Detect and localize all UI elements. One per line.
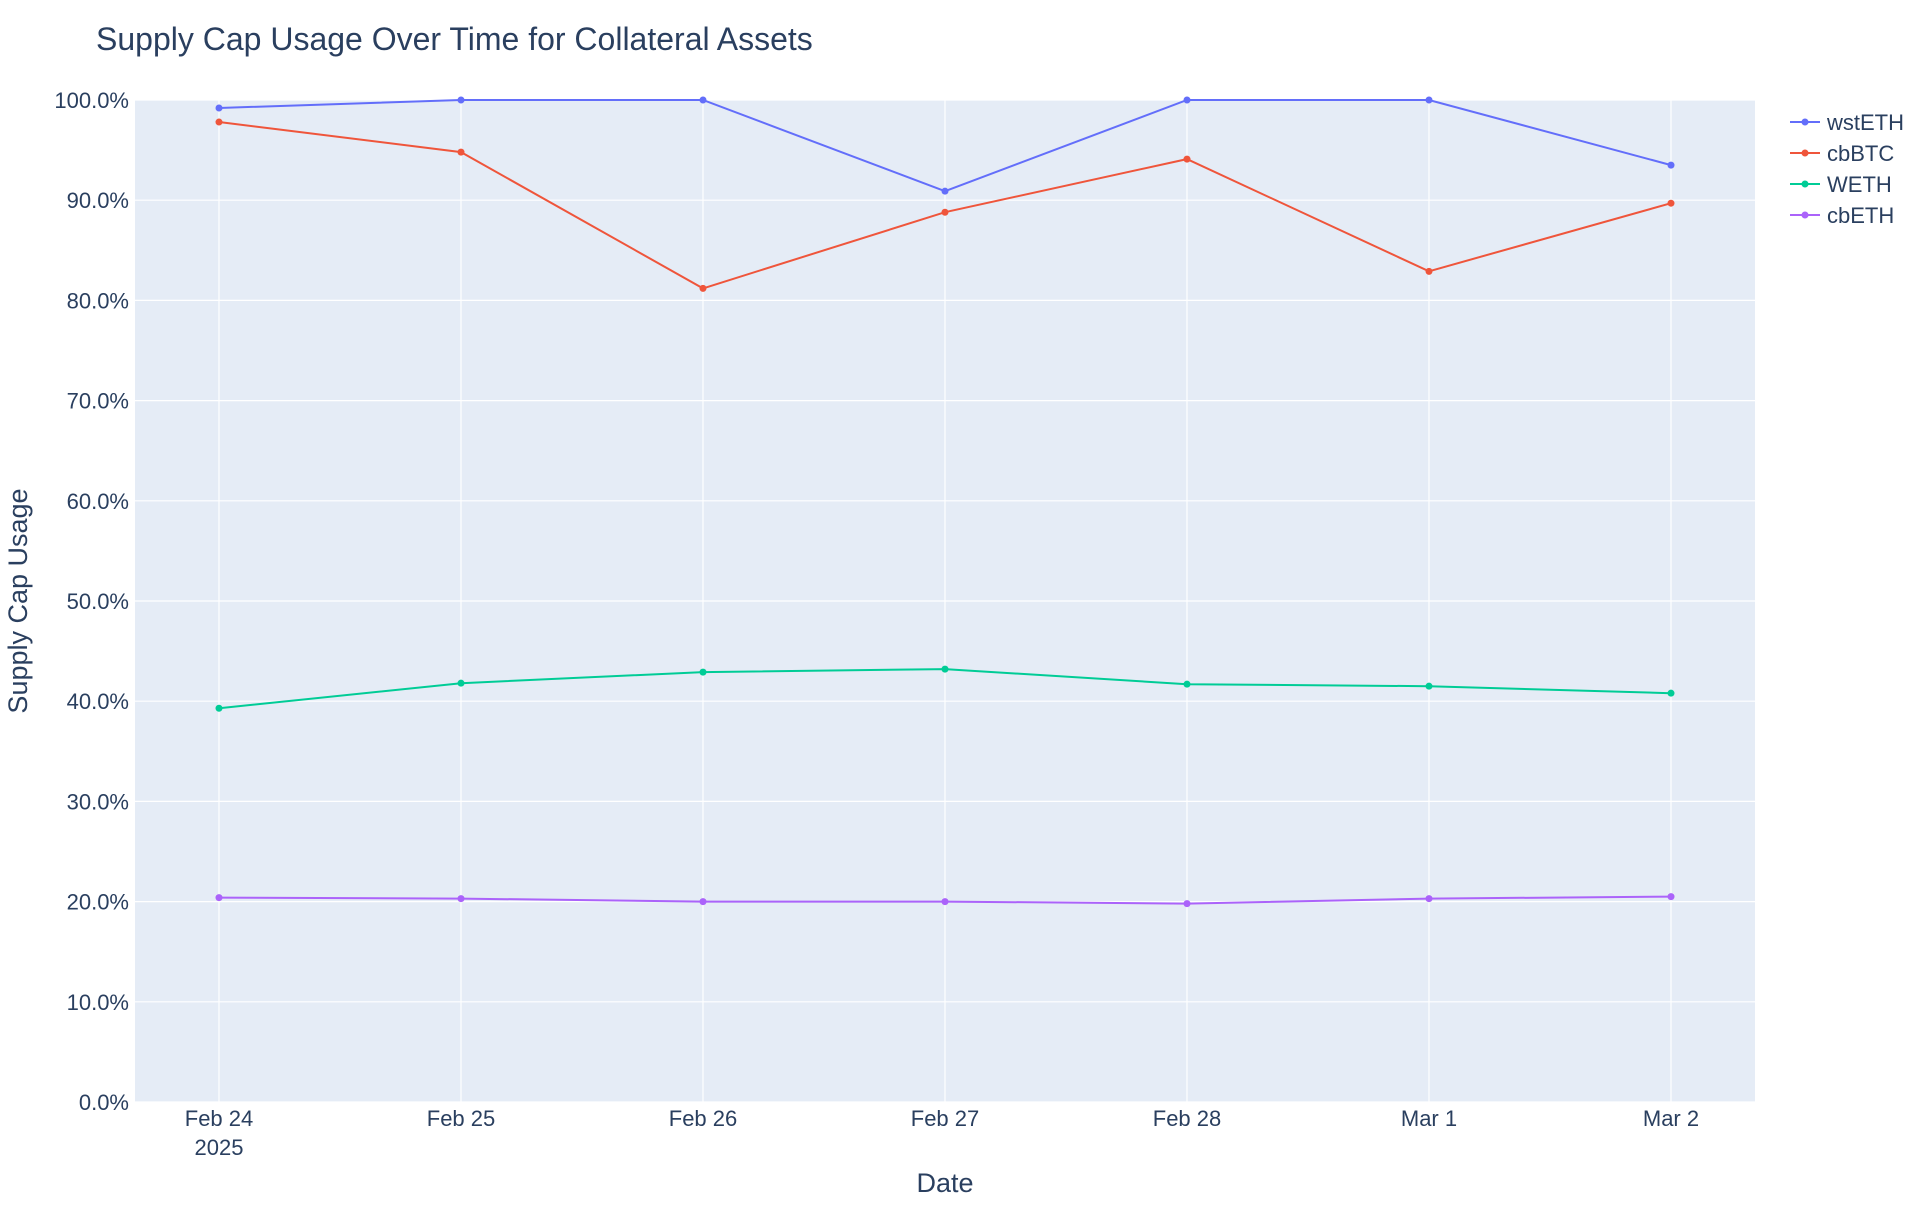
legend-marker: [1801, 180, 1809, 188]
data-point-cbETH: [941, 898, 949, 906]
x-tick-label: Feb 27: [911, 1106, 980, 1131]
data-point-cbETH: [215, 894, 223, 902]
data-point-cbETH: [1667, 893, 1675, 901]
y-tick-label: 30.0%: [67, 789, 129, 814]
y-axis-ticks: 0.0% 10.0% 20.0% 30.0% 40.0% 50.0% 60.0% 70.0% 8…: [54, 88, 129, 1115]
chart-title: Supply Cap Usage Over Time for Collatera…: [96, 21, 813, 57]
data-point-cbBTC: [1425, 267, 1433, 275]
legend-label: WETH: [1827, 172, 1892, 197]
data-point-cbBTC: [1183, 155, 1191, 163]
data-point-wstETH: [1667, 161, 1675, 169]
data-point-WETH: [215, 704, 223, 712]
y-tick-label: 40.0%: [67, 689, 129, 714]
data-point-cbBTC: [457, 148, 465, 156]
data-point-wstETH: [1425, 96, 1433, 104]
data-point-cbBTC: [1667, 199, 1675, 207]
data-point-wstETH: [1183, 96, 1191, 104]
data-point-cbETH: [457, 895, 465, 903]
data-point-WETH: [1183, 680, 1191, 688]
data-point-WETH: [1667, 689, 1675, 697]
data-point-WETH: [699, 668, 707, 676]
x-axis-ticks: Feb 24 2025 Feb 25 Feb 26 Feb 27 Feb 28 Mar 1 M…: [185, 1106, 1699, 1160]
x-tick-label: Feb 26: [669, 1106, 738, 1131]
data-point-cbBTC: [699, 284, 707, 292]
y-tick-label: 70.0%: [67, 389, 129, 414]
legend-label: cbETH: [1827, 203, 1894, 228]
legend-marker: [1801, 211, 1809, 219]
y-tick-label: 20.0%: [67, 890, 129, 915]
legend-label: cbBTC: [1827, 141, 1894, 166]
data-point-WETH: [1425, 682, 1433, 690]
x-tick-label: Feb 24: [185, 1106, 254, 1131]
legend[interactable]: wstETH cbBTC WETH cbETH: [1790, 110, 1904, 228]
data-point-wstETH: [941, 187, 949, 195]
x-tick-label: Mar 2: [1643, 1106, 1699, 1131]
data-point-WETH: [457, 679, 465, 687]
y-tick-label: 10.0%: [67, 990, 129, 1015]
y-tick-label: 80.0%: [67, 288, 129, 313]
data-point-cbETH: [1183, 900, 1191, 908]
y-tick-label: 60.0%: [67, 489, 129, 514]
x-axis-title: Date: [916, 1168, 973, 1198]
legend-item-wstETH[interactable]: wstETH: [1790, 110, 1904, 135]
y-tick-label: 0.0%: [79, 1090, 129, 1115]
data-point-cbBTC: [215, 118, 223, 126]
x-tick-label: Feb 25: [427, 1106, 496, 1131]
series-layer: [215, 96, 1675, 908]
x-tick-label: Mar 1: [1401, 1106, 1457, 1131]
legend-marker: [1801, 149, 1809, 157]
data-point-cbBTC: [941, 208, 949, 216]
legend-item-cbBTC[interactable]: cbBTC: [1790, 141, 1894, 166]
legend-marker: [1801, 118, 1809, 126]
data-point-wstETH: [699, 96, 707, 104]
y-tick-label: 90.0%: [67, 188, 129, 213]
x-tick-year-label: 2025: [195, 1135, 244, 1160]
data-point-WETH: [941, 665, 949, 673]
legend-label: wstETH: [1826, 110, 1904, 135]
data-point-cbETH: [1425, 895, 1433, 903]
x-tick-label: Feb 28: [1153, 1106, 1222, 1131]
data-point-wstETH: [215, 104, 223, 112]
data-point-wstETH: [457, 96, 465, 104]
y-axis-title: Supply Cap Usage: [3, 488, 33, 713]
legend-item-cbETH[interactable]: cbETH: [1790, 203, 1894, 228]
y-tick-label: 50.0%: [67, 589, 129, 614]
legend-item-WETH[interactable]: WETH: [1790, 172, 1892, 197]
y-tick-label: 100.0%: [54, 88, 129, 113]
data-point-cbETH: [699, 898, 707, 906]
